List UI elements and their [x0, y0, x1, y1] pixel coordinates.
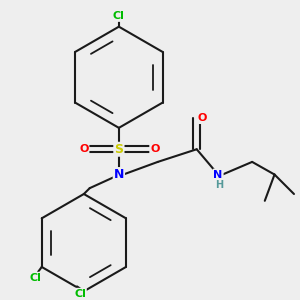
Text: Cl: Cl: [74, 289, 86, 299]
Text: Cl: Cl: [29, 273, 41, 283]
Text: O: O: [79, 144, 88, 154]
Text: O: O: [150, 144, 160, 154]
Text: N: N: [114, 168, 124, 181]
Text: H: H: [215, 180, 223, 190]
Text: O: O: [198, 113, 207, 123]
Text: N: N: [214, 169, 223, 179]
Text: Cl: Cl: [113, 11, 125, 21]
Text: S: S: [114, 143, 123, 156]
